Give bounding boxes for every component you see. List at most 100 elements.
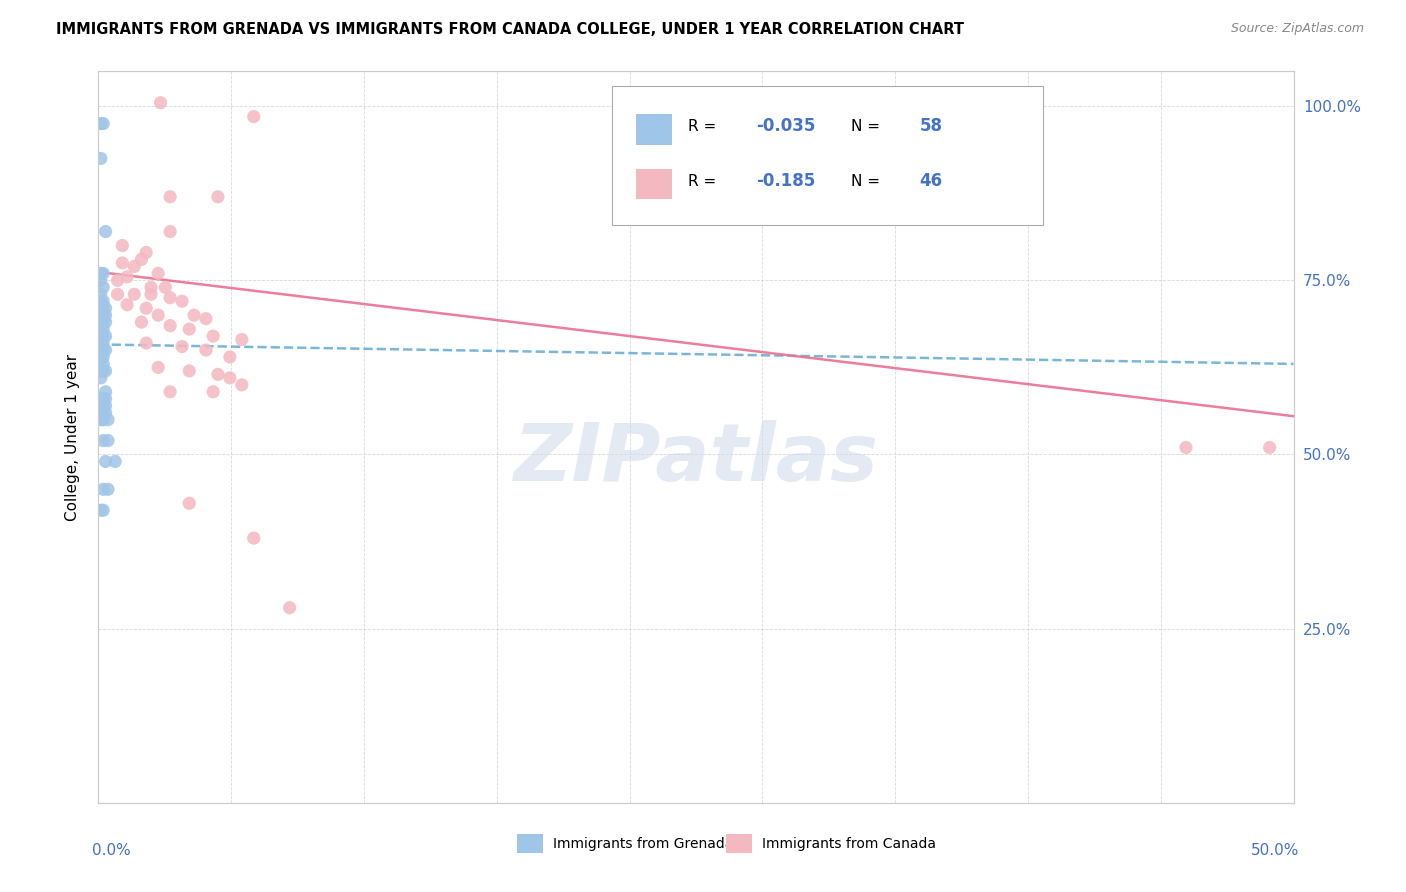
Point	[1175, 441, 1198, 455]
Point	[172, 339, 194, 353]
Point	[91, 315, 114, 329]
Point	[115, 269, 138, 284]
Point	[91, 483, 114, 497]
Point	[90, 329, 112, 343]
FancyBboxPatch shape	[613, 86, 1043, 225]
Point	[90, 406, 112, 420]
Point	[219, 371, 242, 385]
Point	[91, 503, 114, 517]
Point	[231, 333, 253, 347]
Text: R =: R =	[688, 119, 721, 134]
Text: IMMIGRANTS FROM GRENADA VS IMMIGRANTS FROM CANADA COLLEGE, UNDER 1 YEAR CORRELAT: IMMIGRANTS FROM GRENADA VS IMMIGRANTS FR…	[56, 22, 965, 37]
Point	[91, 329, 114, 343]
Text: 58: 58	[920, 117, 942, 136]
Point	[202, 384, 225, 399]
Point	[104, 454, 127, 468]
Point	[179, 364, 201, 378]
Text: N =: N =	[852, 119, 886, 134]
Point	[91, 301, 114, 316]
Point	[107, 273, 129, 287]
Point	[90, 266, 112, 280]
Point	[139, 280, 162, 294]
Point	[131, 252, 153, 267]
Bar	[637, 169, 672, 200]
Point	[202, 329, 225, 343]
Point	[111, 256, 134, 270]
Point	[90, 117, 112, 131]
Point	[135, 336, 157, 351]
Point	[195, 311, 218, 326]
Point	[91, 343, 114, 357]
Text: 50.0%: 50.0%	[1251, 843, 1299, 858]
Point	[148, 360, 170, 375]
Text: Immigrants from Canada: Immigrants from Canada	[762, 837, 936, 851]
Point	[131, 315, 153, 329]
Point	[94, 384, 117, 399]
Point	[159, 318, 181, 333]
Point	[90, 287, 112, 301]
Point	[91, 322, 114, 336]
Point	[90, 301, 112, 316]
Point	[97, 412, 120, 426]
Point	[1258, 441, 1281, 455]
Point	[107, 287, 129, 301]
Point	[90, 412, 112, 426]
Y-axis label: College, Under 1 year: College, Under 1 year	[65, 353, 80, 521]
Text: N =: N =	[852, 174, 886, 188]
Point	[91, 406, 114, 420]
Point	[90, 273, 112, 287]
Point	[90, 350, 112, 364]
Point	[179, 322, 201, 336]
Point	[90, 322, 112, 336]
Point	[91, 364, 114, 378]
Point	[91, 336, 114, 351]
Text: 0.0%: 0.0%	[93, 843, 131, 858]
Point	[148, 266, 170, 280]
Point	[278, 600, 301, 615]
Point	[207, 190, 229, 204]
Point	[94, 399, 117, 413]
Point	[90, 503, 112, 517]
Point	[219, 350, 242, 364]
Text: Source: ZipAtlas.com: Source: ZipAtlas.com	[1230, 22, 1364, 36]
Point	[149, 95, 172, 110]
Point	[124, 260, 146, 274]
Text: -0.035: -0.035	[756, 117, 815, 136]
Point	[90, 371, 112, 385]
Bar	[517, 834, 543, 853]
Point	[90, 294, 112, 309]
Point	[94, 315, 117, 329]
Text: ZIPatlas: ZIPatlas	[513, 420, 879, 498]
Point	[97, 434, 120, 448]
Point	[183, 308, 205, 322]
Point	[135, 245, 157, 260]
Point	[94, 301, 117, 316]
Point	[124, 287, 146, 301]
Point	[91, 350, 114, 364]
Point	[94, 343, 117, 357]
Point	[90, 315, 112, 329]
Point	[94, 225, 117, 239]
Text: R =: R =	[688, 174, 721, 188]
Point	[90, 364, 112, 378]
Point	[91, 280, 114, 294]
Point	[172, 294, 194, 309]
Point	[94, 454, 117, 468]
Point	[231, 377, 253, 392]
Point	[90, 343, 112, 357]
Point	[155, 280, 177, 294]
Point	[135, 301, 157, 316]
Bar	[637, 114, 672, 145]
Point	[91, 399, 114, 413]
Point	[91, 357, 114, 371]
Point	[139, 287, 162, 301]
Point	[90, 392, 112, 406]
Point	[148, 308, 170, 322]
Point	[159, 225, 181, 239]
Point	[207, 368, 229, 382]
Point	[159, 384, 181, 399]
Point	[91, 294, 114, 309]
Point	[243, 531, 266, 545]
Point	[91, 308, 114, 322]
Point	[97, 483, 120, 497]
